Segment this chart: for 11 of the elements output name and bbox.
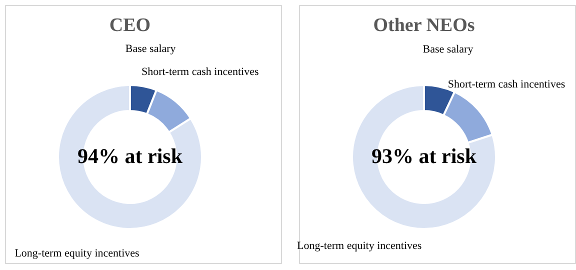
slice-label: Base salary — [422, 44, 474, 56]
chart-title: Other NEOs — [373, 15, 475, 36]
slice-label: Base salary — [125, 42, 176, 55]
slice-label: Short-term cash incentives — [448, 78, 566, 90]
slice-label: Short-term cash incentives — [141, 66, 259, 78]
donut-slice — [57, 84, 203, 230]
chart-title: CEO — [109, 15, 151, 36]
text: 94% at risk — [78, 144, 183, 168]
text: 93% at risk — [372, 144, 477, 168]
slice-label: Long-term equity incentives — [297, 240, 422, 252]
slice-label: Long-term equity incentives — [14, 247, 140, 260]
